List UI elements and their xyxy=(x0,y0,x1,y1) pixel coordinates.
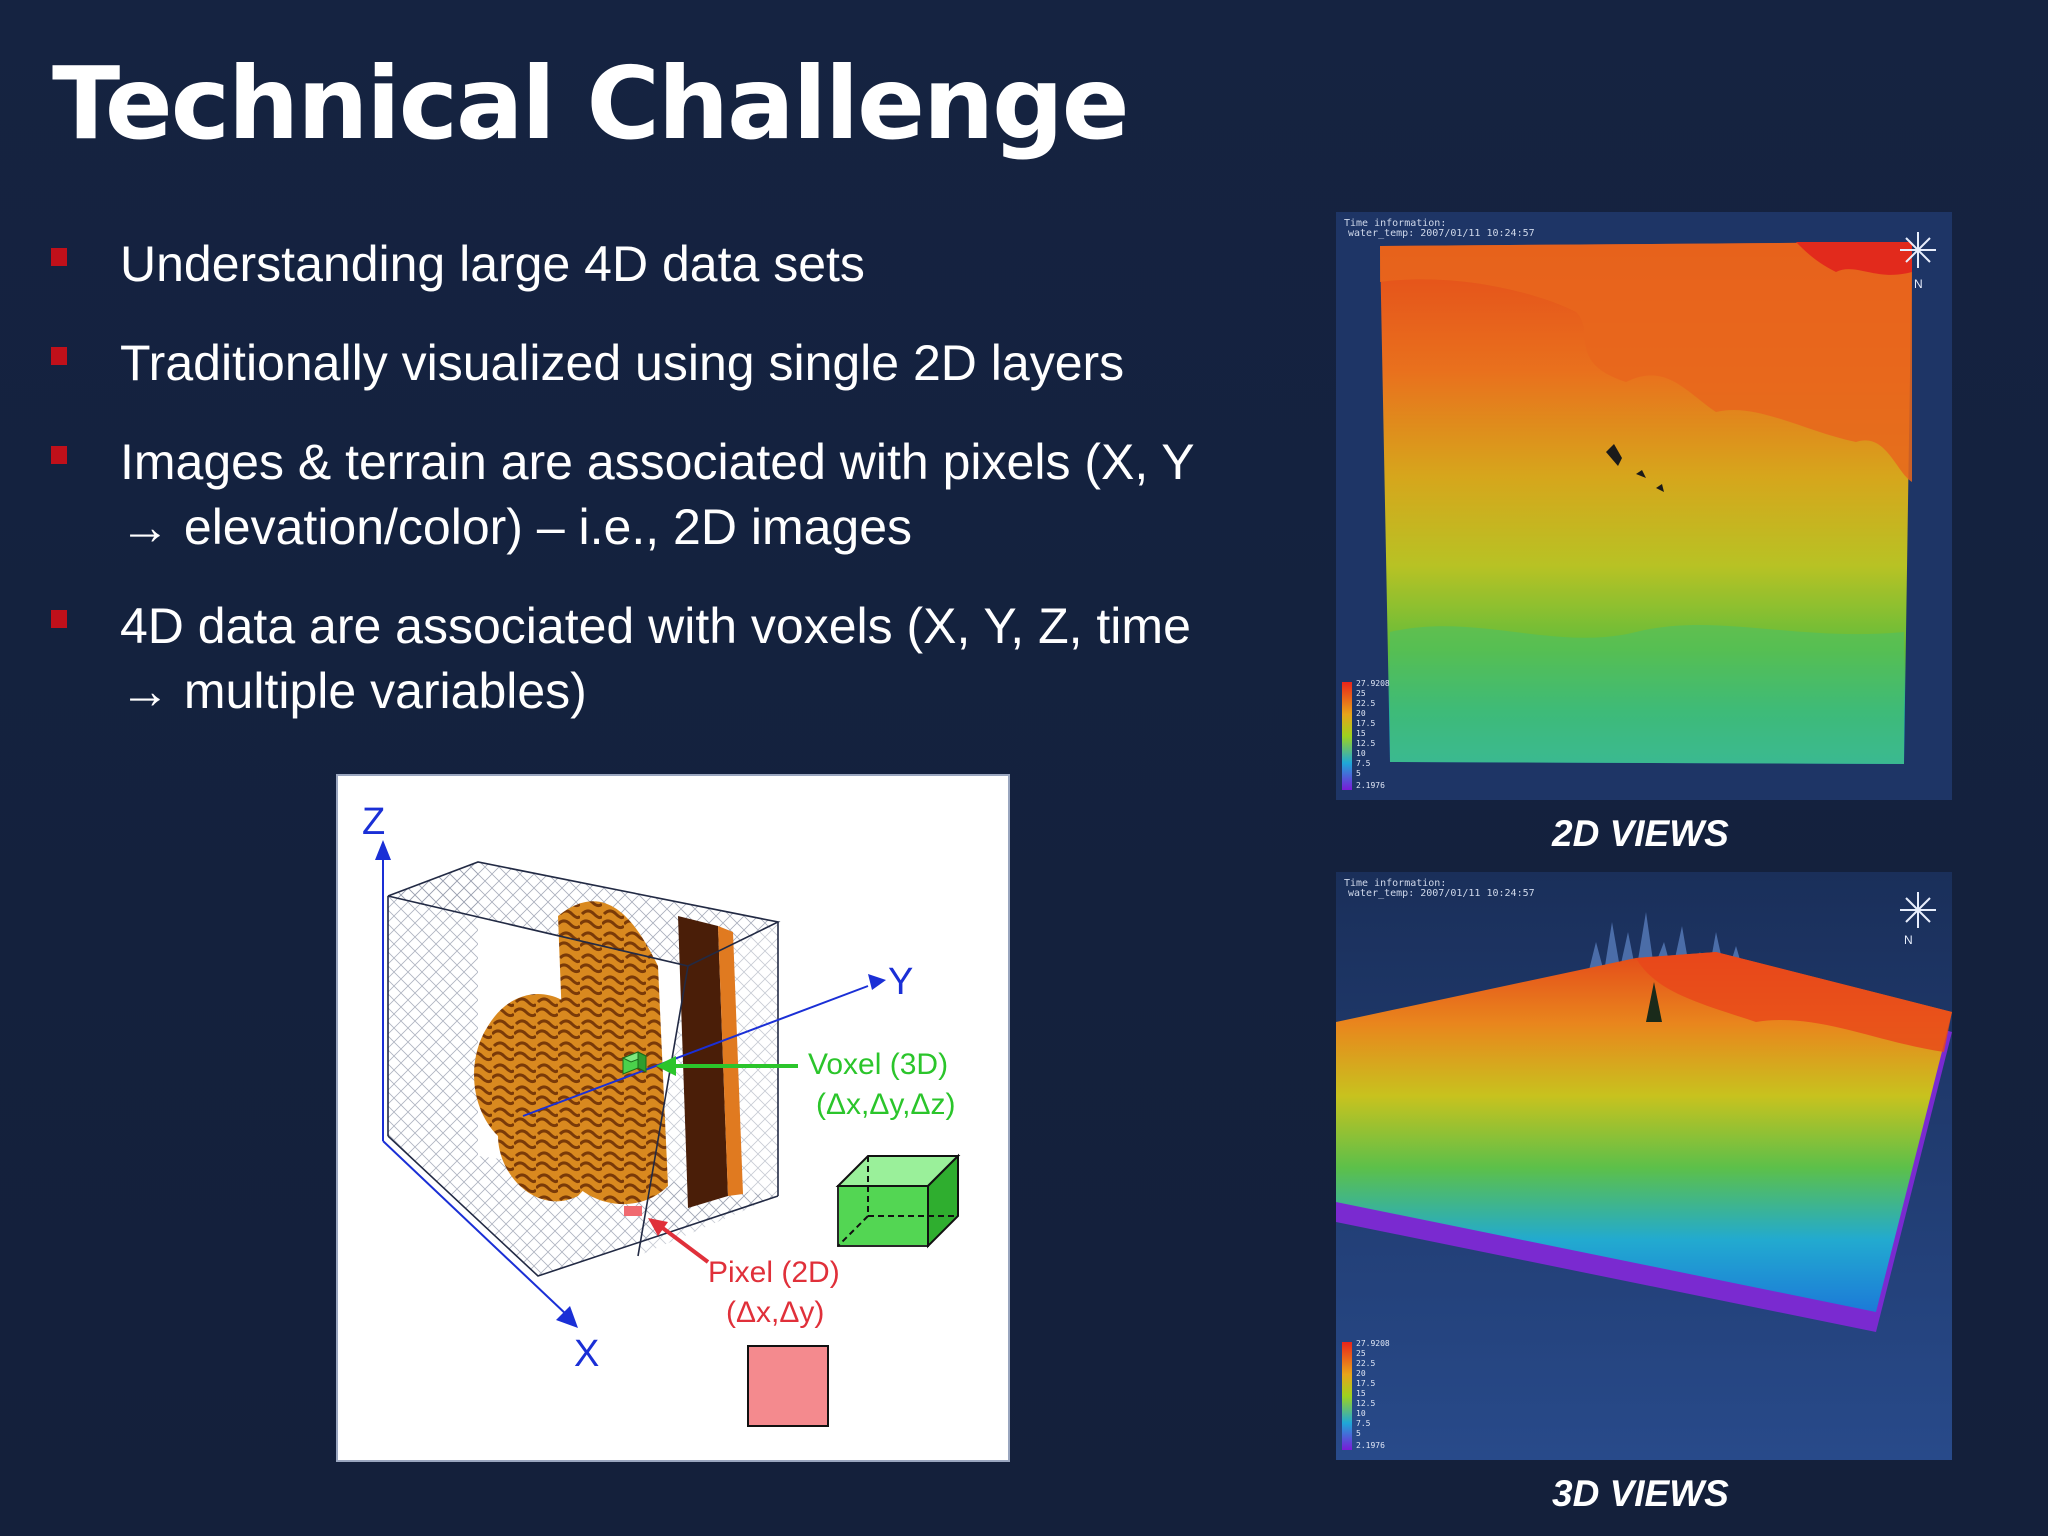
cool-region xyxy=(1390,624,1904,764)
north-label: N xyxy=(1914,277,1923,291)
axis-y-label: Y xyxy=(888,961,913,1003)
bullet-text: Traditionally visualized using single 2D… xyxy=(120,331,1310,396)
legend-label: 12.5 xyxy=(1356,1399,1375,1408)
map-2d-svg: Time information: water_temp: 2007/01/11… xyxy=(1336,212,1952,800)
legend-label: 15 xyxy=(1356,1389,1366,1398)
legend-label: 22.5 xyxy=(1356,1359,1375,1368)
pixel-label: Pixel (2D) xyxy=(708,1256,840,1289)
bullet-list: Understanding large 4D data sets Traditi… xyxy=(0,0,1320,760)
pixel-arrow xyxy=(658,1224,710,1264)
voxel-label: Voxel (3D) xyxy=(808,1048,948,1081)
legend-label: 20 xyxy=(1356,1369,1366,1378)
legend-label: 12.5 xyxy=(1356,739,1375,748)
bullet-marker-icon xyxy=(51,248,67,266)
voxel-formula: (Δx,Δy,Δz) xyxy=(816,1088,956,1121)
volume-object xyxy=(474,993,620,1202)
pixel-formula: (Δx,Δy) xyxy=(726,1296,824,1329)
legend-label: 7.5 xyxy=(1356,1419,1371,1428)
legend-label: 22.5 xyxy=(1356,699,1375,708)
legend-labels: 27.9208 25 22.5 20 17.5 15 12.5 10 7.5 5… xyxy=(1356,679,1390,790)
caption-2d-views: 2D VIEWS xyxy=(1552,813,1729,854)
voxel-pixel-diagram: Z Y X Voxel (3D) (Δx,Δy,Δz) xyxy=(336,774,1010,1462)
time-info-label: Time information: xyxy=(1344,218,1446,229)
legend-label: 2.1976 xyxy=(1356,781,1385,790)
voxel-cube-icon xyxy=(835,1153,961,1249)
map-3d-svg: Time information: water_temp: 2007/01/11… xyxy=(1336,872,1952,1460)
time-info-value: water_temp: 2007/01/11 10:24:57 xyxy=(1348,228,1535,239)
hot-region xyxy=(1796,242,1912,275)
sst-surface xyxy=(1336,952,1952,1312)
legend-label: 5 xyxy=(1356,1429,1361,1438)
legend-label: 10 xyxy=(1356,749,1366,758)
legend-label: 7.5 xyxy=(1356,759,1371,768)
voxel-marker xyxy=(621,1051,648,1075)
legend-label: 27.9208 xyxy=(1356,679,1390,688)
island-peak xyxy=(1646,982,1662,1022)
pixel-arrow-head-icon xyxy=(648,1218,668,1236)
bullet-line: Images & terrain are associated with pix… xyxy=(120,434,1195,490)
bullet-line: Traditionally visualized using single 2D… xyxy=(120,335,1125,391)
axis-x-label: X xyxy=(574,1333,599,1375)
legend-labels: 27.9208 25 22.5 20 17.5 15 12.5 10 7.5 5… xyxy=(1356,1339,1390,1450)
bullet-text: 4D data are associated with voxels (X, Y… xyxy=(120,594,1310,724)
warm-region xyxy=(1636,952,1952,1052)
voxel-arrow-head-icon xyxy=(656,1056,676,1076)
legend-label: 10 xyxy=(1356,1409,1366,1418)
warm-region xyxy=(1380,242,1912,482)
voxel-pixel-svg: Z Y X Voxel (3D) (Δx,Δy,Δz) xyxy=(362,801,961,1427)
slide-title: Technical Challenge xyxy=(52,45,1130,162)
compass-icon xyxy=(1900,892,1936,928)
cube-left-face xyxy=(388,862,478,1156)
legend-label: 17.5 xyxy=(1356,719,1375,728)
bullet-text: Images & terrain are associated with pix… xyxy=(120,430,1310,560)
pixel-square-icon xyxy=(747,1345,829,1427)
bullet-marker-icon xyxy=(51,610,67,628)
map-2d-view: Time information: water_temp: 2007/01/11… xyxy=(1336,212,1952,800)
bullet-text: Understanding large 4D data sets xyxy=(120,232,1310,297)
legend-colorbar xyxy=(1342,1342,1352,1450)
bullet-line: 4D data are associated with voxels (X, Y… xyxy=(120,598,1191,654)
axis-z-label: Z xyxy=(362,801,385,843)
islands xyxy=(1606,444,1664,492)
bullet-line: Understanding large 4D data sets xyxy=(120,236,865,292)
cube-bottom-face xyxy=(388,1136,778,1276)
north-label: N xyxy=(1904,933,1913,947)
legend-label: 25 xyxy=(1356,1349,1366,1358)
cube-edges xyxy=(387,861,781,1277)
pixel-marker xyxy=(624,1206,642,1216)
legend-colorbar xyxy=(1342,682,1352,790)
compass-icon xyxy=(1900,232,1936,268)
legend-label: 2.1976 xyxy=(1356,1441,1385,1450)
legend-label: 20 xyxy=(1356,709,1366,718)
legend-label: 25 xyxy=(1356,689,1366,698)
bullet-line: → elevation/color) – i.e., 2D images xyxy=(120,499,913,555)
legend-label: 17.5 xyxy=(1356,1379,1375,1388)
legend-label: 15 xyxy=(1356,729,1366,738)
map-3d-view: Time information: water_temp: 2007/01/11… xyxy=(1336,872,1952,1460)
bullet-marker-icon xyxy=(51,446,67,464)
axes xyxy=(375,840,886,1328)
time-info-value: water_temp: 2007/01/11 10:24:57 xyxy=(1348,888,1535,899)
bullet-line: → multiple variables) xyxy=(120,663,587,719)
bullet-marker-icon xyxy=(51,347,67,365)
legend-label: 5 xyxy=(1356,769,1361,778)
caption-3d-views: 3D VIEWS xyxy=(1552,1473,1729,1514)
volume-slice-edge xyxy=(718,926,743,1196)
time-info-label: Time information: xyxy=(1344,878,1446,889)
legend-label: 27.9208 xyxy=(1356,1339,1390,1348)
volume-slice-back xyxy=(678,916,728,1208)
